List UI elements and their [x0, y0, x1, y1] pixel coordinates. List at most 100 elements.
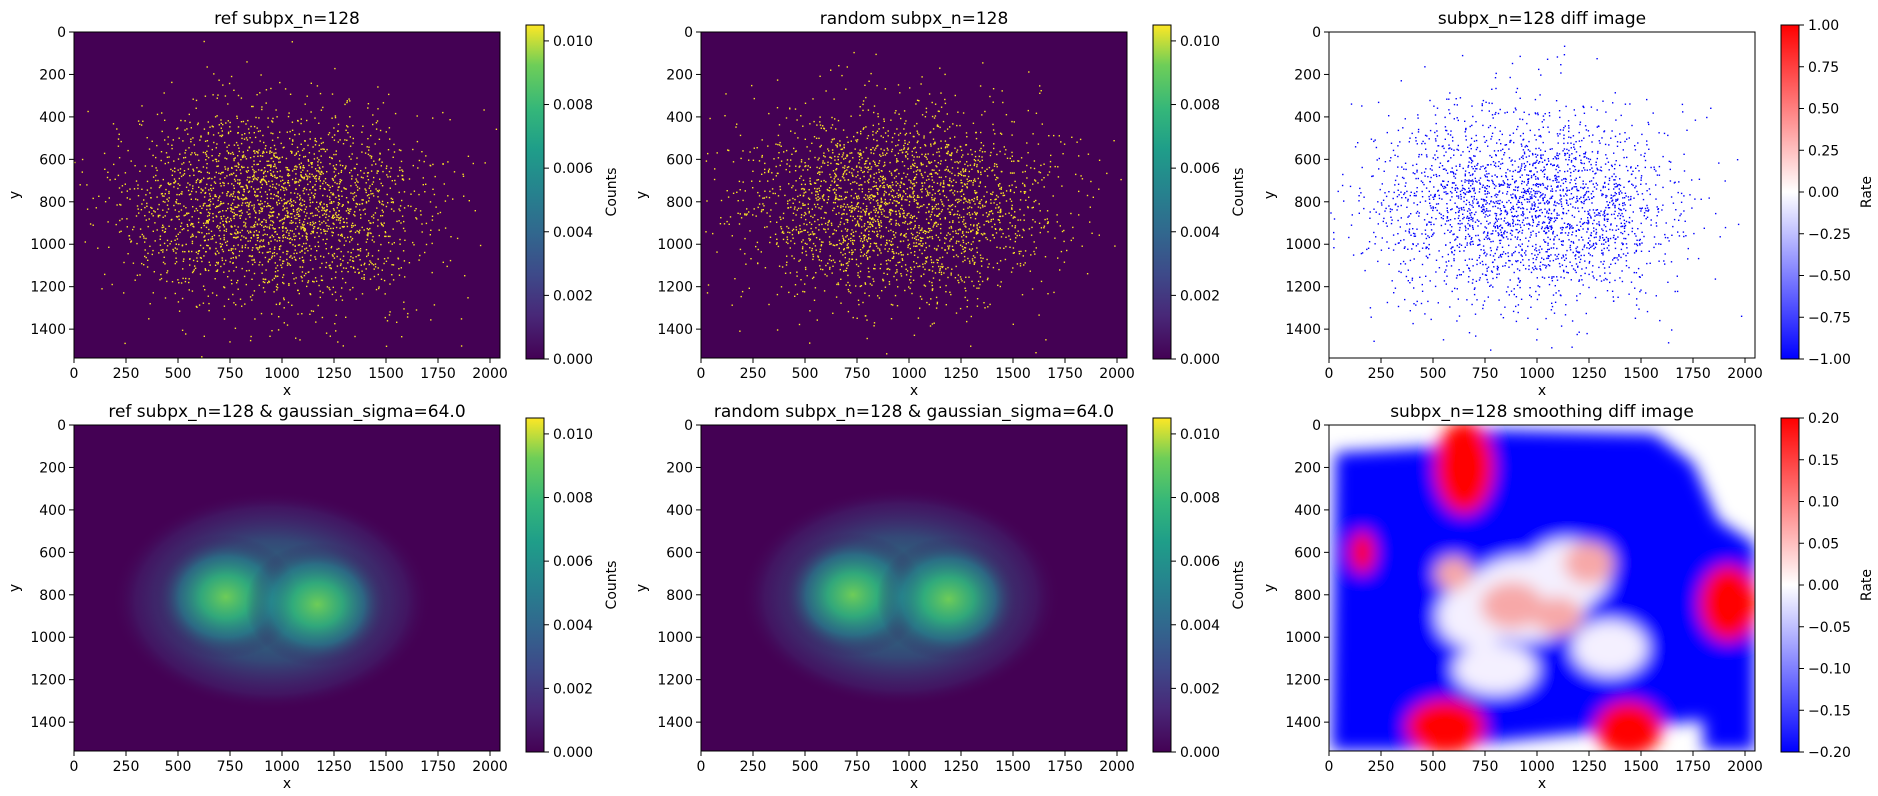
data-point — [273, 165, 275, 168]
data-point — [870, 72, 872, 75]
data-point — [235, 233, 237, 235]
data-point — [282, 251, 284, 254]
data-point — [859, 216, 862, 218]
data-point — [192, 185, 194, 187]
data-point — [209, 198, 211, 201]
data-point — [460, 318, 463, 320]
data-point — [253, 234, 255, 236]
data-point — [309, 197, 311, 199]
data-point — [792, 219, 794, 221]
data-point — [302, 259, 305, 261]
data-point — [271, 151, 273, 153]
data-point — [288, 112, 290, 114]
data-point — [159, 238, 161, 240]
data-point — [345, 188, 347, 190]
data-point — [188, 250, 190, 252]
data-point — [319, 173, 321, 175]
data-point — [963, 198, 965, 200]
data-point — [887, 130, 889, 132]
data-point — [346, 139, 348, 141]
data-point — [909, 87, 911, 89]
data-point — [217, 225, 219, 227]
data-point — [130, 160, 132, 162]
data-point — [229, 121, 231, 124]
data-point — [858, 225, 860, 227]
data-point — [299, 237, 301, 240]
data-point — [314, 256, 316, 258]
data-point — [950, 158, 953, 161]
data-point — [977, 229, 980, 231]
data-point — [312, 175, 315, 177]
data-point — [343, 221, 345, 223]
data-point — [253, 170, 255, 172]
data-point — [302, 225, 304, 227]
data-point — [1023, 264, 1025, 266]
data-point — [240, 142, 243, 145]
data-point — [347, 126, 349, 128]
data-point — [864, 292, 866, 294]
data-point — [995, 194, 998, 197]
data-point — [874, 211, 876, 214]
x-tick-label: 750 — [217, 366, 244, 382]
data-point — [817, 255, 819, 257]
data-point — [858, 197, 860, 199]
data-point — [274, 262, 276, 264]
data-point — [908, 212, 910, 215]
data-point — [310, 310, 313, 312]
data-point — [1019, 219, 1022, 221]
data-point — [230, 204, 232, 206]
data-point — [838, 195, 841, 197]
data-point — [261, 183, 263, 186]
data-point — [326, 204, 328, 206]
data-point — [152, 230, 154, 232]
data-point — [888, 170, 891, 173]
data-point — [344, 103, 346, 106]
data-point — [798, 232, 800, 235]
data-point — [820, 127, 822, 129]
data-point — [949, 233, 951, 236]
data-point — [351, 175, 353, 177]
data-point — [232, 172, 235, 174]
data-point — [328, 287, 330, 289]
data-point — [1013, 252, 1015, 254]
data-point — [916, 231, 918, 234]
data-point — [895, 219, 897, 222]
data-point — [207, 121, 209, 123]
data-point — [175, 235, 177, 237]
data-point — [834, 192, 836, 194]
data-point — [800, 161, 803, 163]
data-point — [792, 185, 794, 187]
data-point — [726, 220, 728, 223]
data-point — [881, 182, 884, 184]
data-point — [172, 139, 174, 141]
data-point — [195, 191, 197, 193]
data-point — [946, 146, 949, 148]
data-point — [810, 227, 812, 230]
data-point — [931, 261, 933, 264]
data-point — [814, 287, 817, 289]
data-point — [263, 229, 265, 231]
data-point — [802, 195, 805, 197]
data-point — [999, 215, 1002, 218]
data-point — [139, 274, 141, 276]
data-point — [914, 146, 916, 149]
data-point — [917, 239, 920, 241]
data-point — [234, 225, 236, 227]
data-point — [311, 212, 313, 214]
data-point — [873, 267, 875, 270]
data-point — [222, 181, 224, 184]
data-point — [823, 199, 825, 202]
data-point — [295, 177, 297, 180]
data-point — [176, 128, 178, 130]
data-point — [909, 221, 912, 223]
data-point — [930, 298, 932, 300]
data-point — [361, 226, 363, 229]
data-point — [404, 239, 406, 241]
data-point — [309, 181, 311, 183]
data-point — [842, 205, 844, 208]
data-point — [220, 185, 222, 187]
data-point — [298, 179, 301, 181]
data-point — [979, 240, 981, 242]
data-point — [324, 150, 327, 153]
data-point — [841, 235, 844, 237]
